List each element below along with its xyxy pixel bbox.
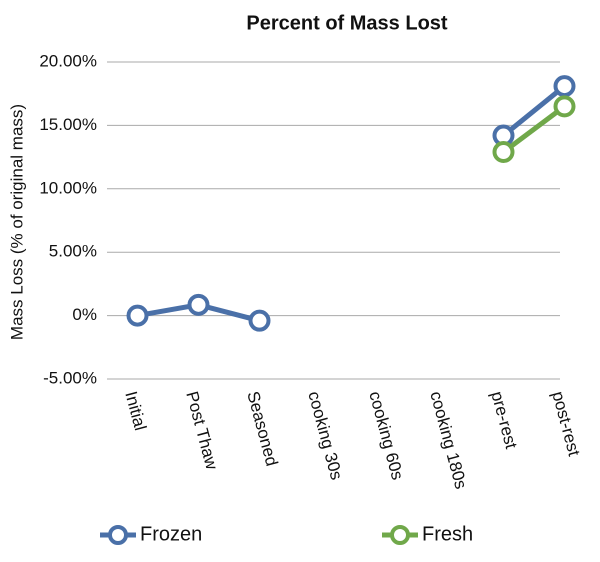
x-tick-label: Seasoned: [243, 389, 281, 468]
data-point: [553, 75, 576, 98]
y-tick-label: 10.00%: [39, 178, 97, 197]
data-point: [248, 309, 271, 332]
series-line: [137, 84, 567, 324]
x-tick-label: cooking 60s: [365, 389, 407, 482]
y-tick-label: -5.00%: [43, 368, 97, 387]
x-tick-label: cooking 30s: [304, 389, 346, 482]
series-line: [502, 104, 566, 155]
y-tick-label: 5.00%: [49, 242, 97, 261]
legend-marker: [108, 525, 128, 545]
legend-label: Fresh: [422, 523, 473, 545]
x-tick-label: Initial: [121, 389, 150, 432]
data-point: [187, 293, 210, 316]
y-axis-label: Mass Loss (% of original mass): [7, 104, 26, 340]
chart-title: Percent of Mass Lost: [246, 12, 448, 34]
y-tick-label: 0%: [72, 305, 97, 324]
x-tick-label: pre-rest: [487, 389, 521, 451]
y-tick-label: 15.00%: [39, 115, 97, 134]
data-point: [553, 95, 576, 118]
legend-marker: [390, 525, 410, 545]
x-tick-label: post-rest: [548, 389, 584, 458]
data-point: [492, 141, 515, 164]
y-tick-label: 20.00%: [39, 51, 97, 70]
legend-label: Frozen: [140, 523, 202, 545]
x-tick-label: cooking 180s: [426, 389, 470, 491]
x-tick-label: Post Thaw: [182, 389, 221, 472]
data-point: [126, 304, 149, 327]
